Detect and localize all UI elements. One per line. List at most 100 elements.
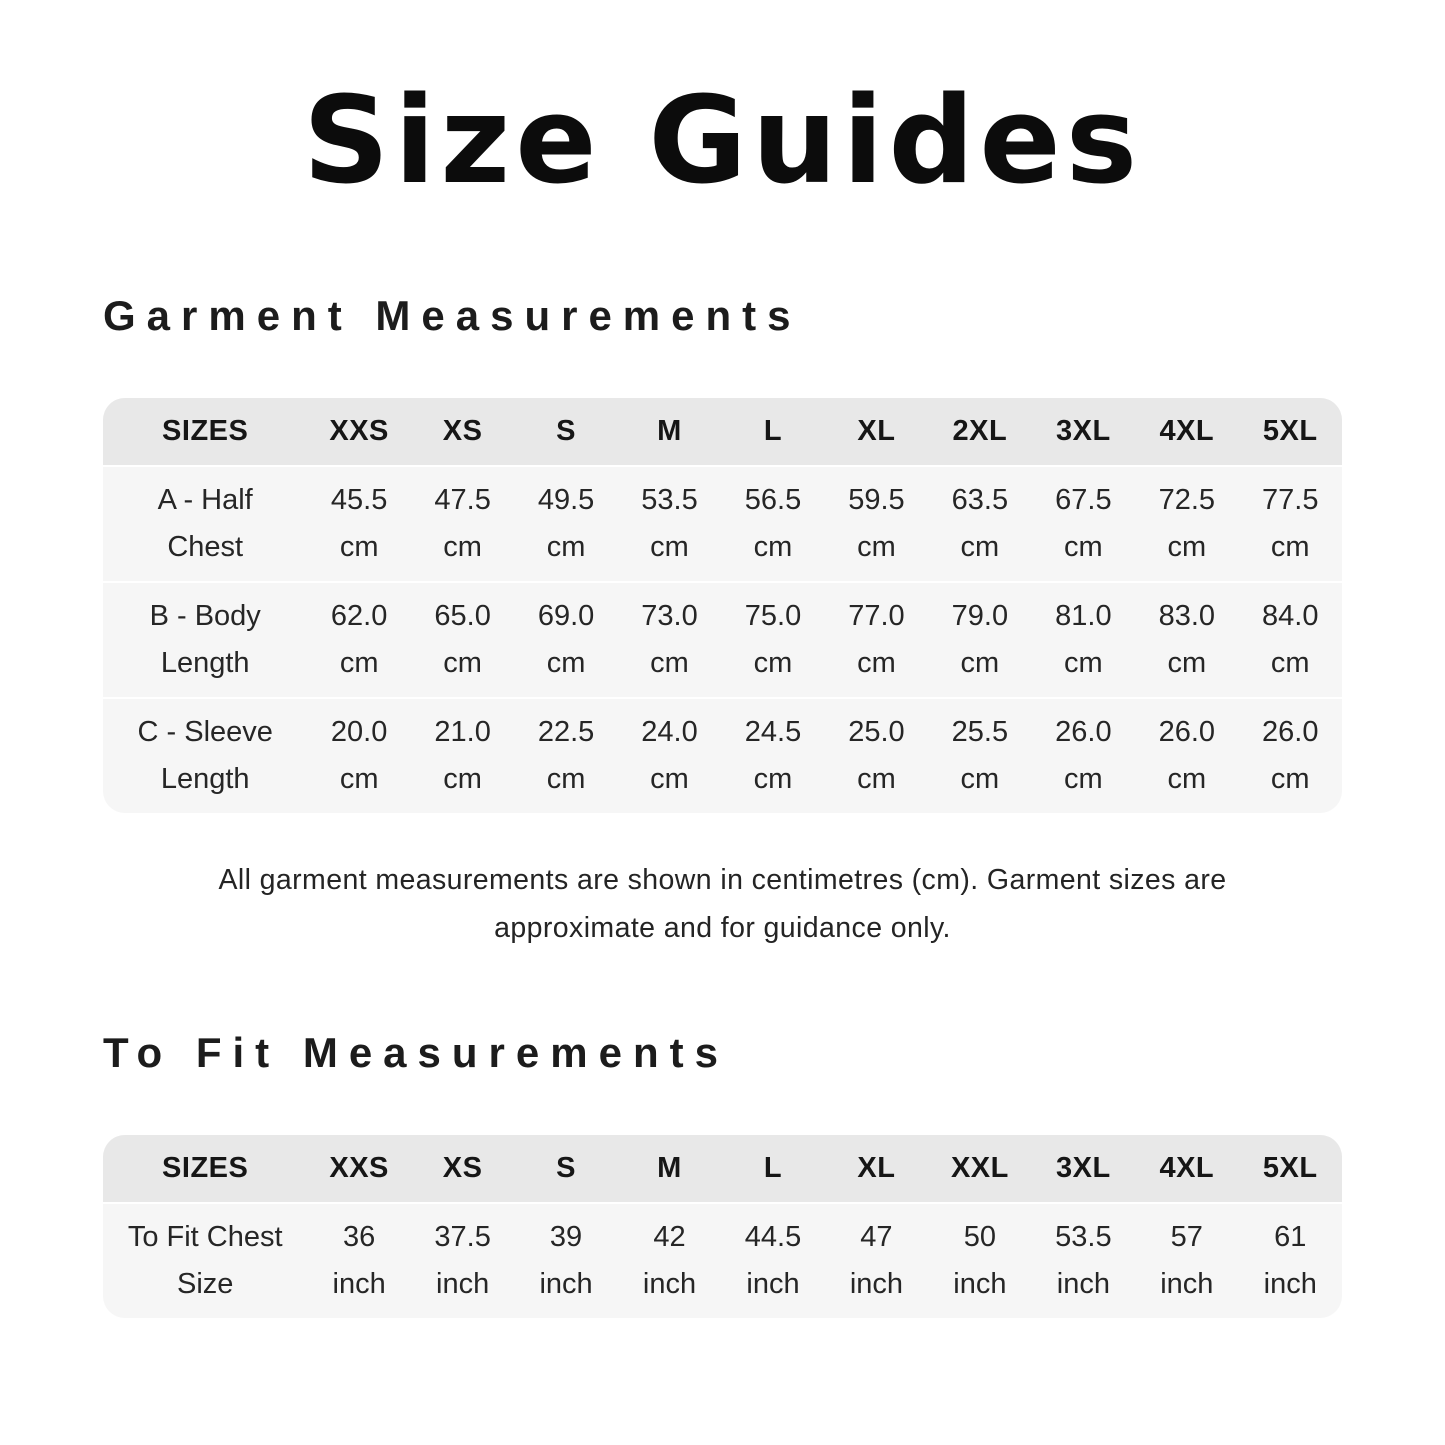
measurement-value: 47 [860, 1220, 893, 1253]
measurement-value: 21.0 [434, 716, 491, 748]
measurement-unit: cm [546, 763, 586, 795]
row-label-line-1: A - Half [157, 484, 253, 516]
measurement-unit: cm [960, 531, 1000, 563]
table-row: B - Body Length 62.0 cm 65.0 cm 69.0 cm 73.0 cm 75… [103, 581, 1342, 697]
measurement-unit: cm [339, 531, 379, 563]
measurement-unit: inch [1056, 1267, 1110, 1300]
to-fit-measurements-table: SIZES XXS XS S M L XL XXL 3XL 4XL 5XL To Fit Chest S… [103, 1134, 1342, 1318]
measurement-unit: cm [339, 647, 379, 679]
measurement-cell: 45.5 cm [307, 477, 410, 571]
row-label: C - Sleeve Length [103, 709, 307, 803]
measurement-cell: 69.0 cm [514, 593, 617, 687]
measurement-cell: 59.5 cm [825, 477, 928, 571]
size-column-header: L [763, 1151, 783, 1184]
measurement-unit: inch [332, 1267, 386, 1300]
measurement-value: 73.0 [641, 600, 698, 632]
measurement-cell: 75.0 cm [721, 593, 824, 687]
table-header-row: SIZES XXS XS S M L XL XXL 3XL 4XL 5XL [103, 1134, 1342, 1202]
measurement-cell: 42 inch [618, 1214, 721, 1308]
size-column-header: XS [442, 415, 483, 447]
measurement-cell: 47 inch [825, 1214, 928, 1308]
measurement-unit: cm [1270, 763, 1310, 795]
measurement-unit: cm [857, 531, 896, 563]
measurement-value: 62.0 [330, 600, 388, 632]
measurement-value: 72.5 [1158, 484, 1216, 516]
size-column-header: XS [442, 1151, 483, 1184]
size-column-header: XXL [950, 1151, 1009, 1184]
size-column-header: L [763, 415, 783, 447]
row-label-line-2: Size [177, 1267, 234, 1300]
measurement-unit: cm [546, 647, 586, 679]
garment-measurements-heading: Garment Measurements [103, 292, 802, 339]
measurement-value: 24.0 [641, 716, 698, 748]
page-title: Size Guides [302, 72, 1143, 211]
garment-measurements-table: SIZES XXS XS S M L XL 2XL 3XL 4XL 5XL A - Half Chest… [103, 398, 1342, 813]
measurement-unit: inch [849, 1267, 904, 1300]
measurement-unit: inch [1160, 1267, 1214, 1300]
measurement-unit: cm [339, 763, 379, 795]
measurement-value: 25.5 [951, 716, 1009, 748]
row-label: B - Body Length [103, 593, 307, 687]
size-column-header: M [657, 415, 682, 447]
measurement-unit: cm [650, 531, 689, 563]
measurement-cell: 53.5 cm [618, 477, 721, 571]
garment-footnote-line-2: approximate and for guidance only. [494, 911, 951, 944]
measurement-value: 59.5 [848, 484, 905, 516]
measurement-cell: 63.5 cm [928, 477, 1031, 571]
to-fit-measurements-heading: To Fit Measurements [103, 1028, 729, 1076]
size-column-header: M [657, 1151, 682, 1184]
table-row: A - Half Chest 45.5 cm 47.5 cm 49.5 cm 53.5 cm 56.… [103, 465, 1342, 581]
sizes-column-header: SIZES [162, 1151, 249, 1184]
row-label-line-2: Chest [167, 531, 244, 563]
measurement-value: 37.5 [434, 1220, 491, 1253]
table-row: C - Sleeve Length 20.0 cm 21.0 cm 22.5 cm 24.0 cm… [103, 697, 1342, 813]
sizes-column-header: SIZES [162, 415, 249, 447]
measurement-unit: inch [1263, 1267, 1317, 1300]
measurement-cell: 53.5 inch [1032, 1214, 1135, 1308]
measurement-cell: 72.5 cm [1135, 477, 1238, 571]
to-fit-measurements-section: To Fit Measurements SIZES XXS XS S M L XL XXL 3X… [103, 1029, 1342, 1318]
garment-footnote-line-1: All garment measurements are shown in ce… [218, 864, 1227, 896]
size-column-header: 5XL [1262, 1151, 1318, 1184]
row-label: A - Half Chest [103, 477, 307, 571]
measurement-cell: 21.0 cm [411, 709, 514, 803]
measurement-value: 50 [963, 1220, 997, 1253]
measurement-value: 81.0 [1055, 600, 1112, 632]
row-label-line-1: C - Sleeve [137, 716, 273, 748]
measurement-unit: cm [857, 763, 896, 795]
measurement-cell: 44.5 inch [721, 1214, 824, 1308]
measurement-value: 53.5 [641, 484, 698, 516]
table-row: To Fit Chest Size 36 inch 37.5 inch 39 inch 42 in… [103, 1201, 1342, 1318]
measurement-value: 57 [1170, 1220, 1203, 1253]
measurement-value: 44.5 [744, 1220, 802, 1253]
measurement-cell: 37.5 inch [411, 1214, 514, 1308]
measurement-cell: 25.5 cm [928, 709, 1031, 803]
measurement-cell: 26.0 cm [1135, 709, 1238, 803]
measurement-unit: cm [1064, 647, 1103, 679]
measurement-unit: cm [1270, 647, 1310, 679]
measurement-unit: cm [443, 647, 482, 679]
garment-measurements-section: Garment Measurements SIZES XXS XS S M L XL 2XL 3… [103, 292, 1342, 953]
measurement-cell: 36 inch [307, 1214, 410, 1308]
measurement-cell: 20.0 cm [307, 709, 410, 803]
measurement-unit: inch [953, 1267, 1007, 1300]
measurement-cell: 56.5 cm [721, 477, 824, 571]
measurement-cell: 61 inch [1239, 1214, 1342, 1308]
measurement-unit: cm [1270, 531, 1310, 563]
measurement-cell: 25.0 cm [825, 709, 928, 803]
measurement-value: 26.0 [1262, 716, 1319, 748]
measurement-value: 26.0 [1055, 716, 1112, 748]
measurement-unit: inch [642, 1267, 697, 1300]
measurement-value: 47.5 [434, 484, 491, 516]
measurement-unit: cm [1064, 763, 1103, 795]
measurement-unit: cm [443, 531, 482, 563]
size-column-header: 4XL [1159, 1151, 1215, 1184]
measurement-cell: 77.0 cm [825, 593, 928, 687]
garment-footnote: All garment measurements are shown in ce… [103, 857, 1342, 953]
measurement-value: 63.5 [951, 484, 1009, 516]
measurement-value: 79.0 [951, 600, 1009, 632]
size-column-header: 2XL [952, 415, 1008, 447]
measurement-value: 25.0 [848, 716, 905, 748]
size-column-header: 3XL [1056, 415, 1111, 447]
